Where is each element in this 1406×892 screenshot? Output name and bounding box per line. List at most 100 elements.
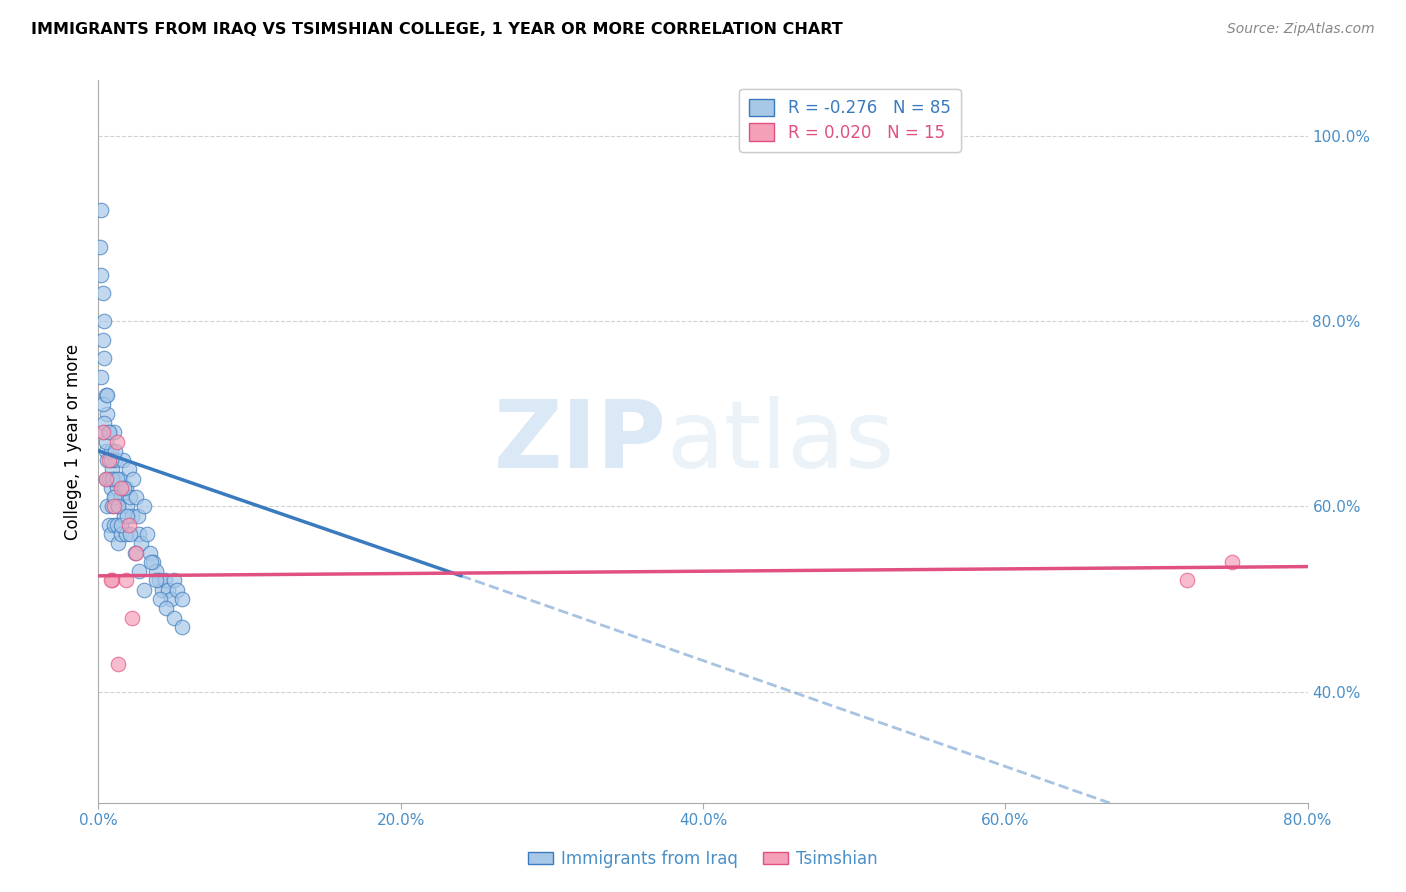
Point <box>118 517 141 532</box>
Point <box>107 536 129 550</box>
Point <box>127 508 149 523</box>
Point <box>105 472 128 486</box>
Point <box>135 527 157 541</box>
Point <box>93 416 115 430</box>
Point <box>115 508 138 523</box>
Point <box>94 443 117 458</box>
Point <box>96 500 118 514</box>
Point <box>112 481 135 495</box>
Point <box>98 472 121 486</box>
Point <box>93 351 115 366</box>
Legend: R = -0.276   N = 85, R = 0.020   N = 15: R = -0.276 N = 85, R = 0.020 N = 15 <box>740 88 960 152</box>
Text: Source: ZipAtlas.com: Source: ZipAtlas.com <box>1227 22 1375 37</box>
Point <box>100 527 122 541</box>
Point <box>121 610 143 624</box>
Point <box>91 286 114 301</box>
Point <box>93 425 115 440</box>
Point <box>96 388 118 402</box>
Point <box>121 508 143 523</box>
Point <box>1175 574 1198 588</box>
Point <box>129 536 152 550</box>
Point <box>125 490 148 504</box>
Point <box>101 472 124 486</box>
Point <box>170 620 193 634</box>
Point <box>132 500 155 514</box>
Point <box>103 490 125 504</box>
Point <box>98 453 121 467</box>
Point <box>103 517 125 532</box>
Point <box>105 481 128 495</box>
Point <box>128 527 150 541</box>
Point <box>101 574 124 588</box>
Point <box>124 546 146 560</box>
Point <box>150 582 173 597</box>
Point <box>98 517 121 532</box>
Point <box>170 592 193 607</box>
Point <box>94 472 117 486</box>
Point <box>110 517 132 532</box>
Point <box>110 490 132 504</box>
Point <box>120 527 142 541</box>
Point <box>114 574 136 588</box>
Point <box>89 240 111 254</box>
Point <box>91 333 114 347</box>
Point <box>118 462 141 476</box>
Point <box>103 425 125 440</box>
Point <box>90 369 112 384</box>
Point <box>139 546 162 560</box>
Point <box>120 490 142 504</box>
Point <box>104 490 127 504</box>
Point <box>1220 555 1243 569</box>
Point <box>125 546 148 560</box>
Point <box>108 472 131 486</box>
Point <box>132 582 155 597</box>
Point <box>94 388 117 402</box>
Point <box>142 555 165 569</box>
Point <box>90 202 112 217</box>
Point <box>104 443 127 458</box>
Point <box>145 564 167 578</box>
Point <box>90 268 112 282</box>
Y-axis label: College, 1 year or more: College, 1 year or more <box>65 343 83 540</box>
Point <box>114 527 136 541</box>
Point <box>115 500 138 514</box>
Point <box>93 314 115 328</box>
Point <box>105 517 128 532</box>
Point <box>114 481 136 495</box>
Point <box>105 434 128 449</box>
Point <box>94 472 117 486</box>
Point <box>100 481 122 495</box>
Point <box>103 500 125 514</box>
Point <box>107 500 129 514</box>
Point <box>110 527 132 541</box>
Point <box>122 472 145 486</box>
Point <box>112 508 135 523</box>
Point <box>104 453 127 467</box>
Point <box>128 564 150 578</box>
Point <box>155 601 177 615</box>
Point <box>111 453 134 467</box>
Point <box>145 574 167 588</box>
Text: IMMIGRANTS FROM IRAQ VS TSIMSHIAN COLLEGE, 1 YEAR OR MORE CORRELATION CHART: IMMIGRANTS FROM IRAQ VS TSIMSHIAN COLLEG… <box>31 22 842 37</box>
Point <box>91 425 114 440</box>
Point <box>141 555 163 569</box>
Text: atlas: atlas <box>666 395 896 488</box>
Point <box>163 574 186 588</box>
Legend: Immigrants from Iraq, Tsimshian: Immigrants from Iraq, Tsimshian <box>522 844 884 875</box>
Point <box>91 397 114 411</box>
Point <box>103 472 125 486</box>
Point <box>110 481 132 495</box>
Point <box>160 592 183 607</box>
Point <box>101 462 124 476</box>
Point <box>100 574 122 588</box>
Point <box>100 443 122 458</box>
Point <box>98 425 121 440</box>
Point <box>101 500 124 514</box>
Point <box>148 574 170 588</box>
Point <box>166 582 188 597</box>
Point <box>98 425 121 440</box>
Point <box>153 574 176 588</box>
Point <box>96 453 118 467</box>
Point <box>107 500 129 514</box>
Text: ZIP: ZIP <box>494 395 666 488</box>
